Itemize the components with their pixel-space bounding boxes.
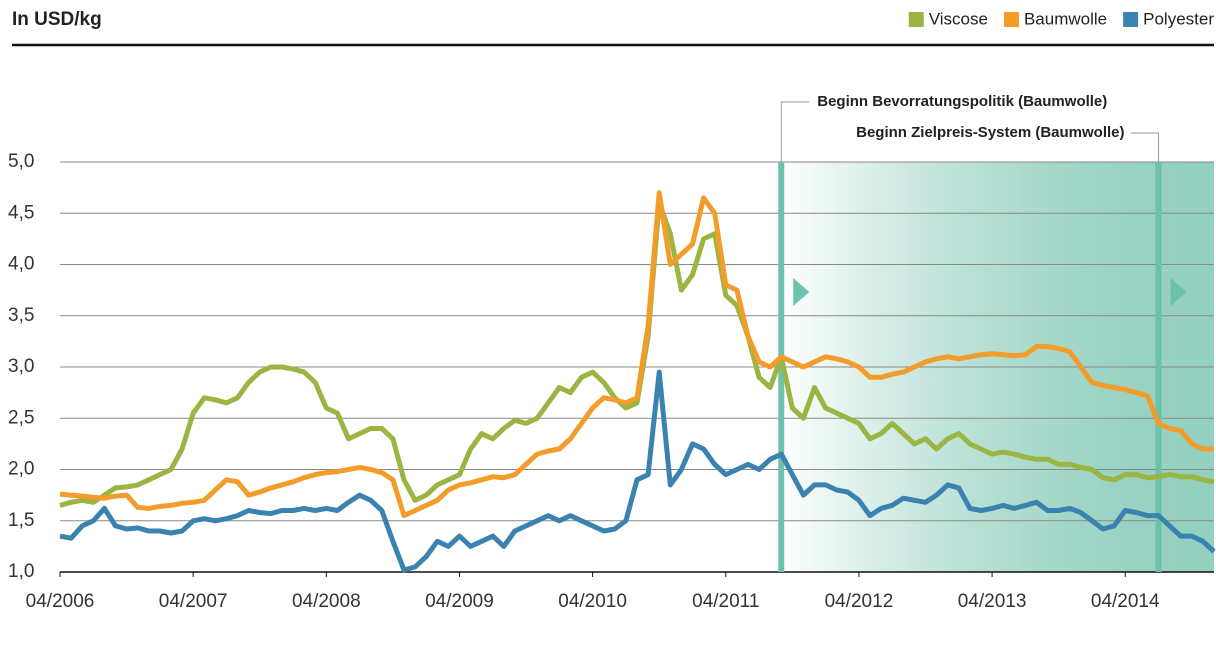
x-tick-label: 04/2010 (558, 591, 627, 612)
x-tick-label: 04/2006 (26, 591, 95, 612)
series-line (59, 200, 1215, 508)
legend-label: Viscose (929, 9, 988, 28)
x-tick-label: 04/2012 (825, 591, 894, 612)
legend-swatch (908, 12, 924, 27)
annotation-text: Beginn Bevorratungspolitik (Baumwolle) (817, 93, 1107, 110)
y-tick-label: 4,0 (8, 254, 34, 275)
y-tick-label: 3,0 (8, 356, 34, 377)
x-tick-label: 04/2014 (1091, 591, 1160, 612)
chart-title: In USD/kg (12, 9, 102, 30)
y-tick-label: 2,5 (8, 407, 34, 428)
x-tick-label: 04/2007 (159, 591, 228, 612)
y-tick-label: 3,5 (8, 305, 34, 326)
x-tick-label: 04/2009 (425, 591, 494, 612)
x-tick-label: 04/2013 (958, 591, 1027, 612)
legend-label: Polyester (1143, 9, 1214, 28)
annotation-text: Beginn Zielpreis-System (Baumwolle) (856, 124, 1124, 141)
x-tick-label: 04/2008 (292, 591, 361, 612)
y-tick-label: 2,0 (8, 459, 34, 480)
legend-swatch (1123, 12, 1139, 27)
annotation-leader (1130, 132, 1160, 162)
y-tick-label: 5,0 (8, 151, 34, 172)
series-line (59, 369, 1216, 573)
series-line (59, 190, 1214, 519)
y-tick-label: 1,0 (8, 561, 34, 582)
legend-swatch (1003, 12, 1019, 27)
legend-label: Baumwolle (1024, 9, 1107, 28)
x-tick-label: 04/2011 (692, 591, 759, 612)
annotation-arrow (793, 278, 810, 306)
annotation-leader (780, 101, 810, 162)
annotation-arrow (1170, 278, 1187, 306)
y-tick-label: 1,5 (8, 510, 34, 531)
y-tick-label: 4,5 (8, 202, 34, 223)
